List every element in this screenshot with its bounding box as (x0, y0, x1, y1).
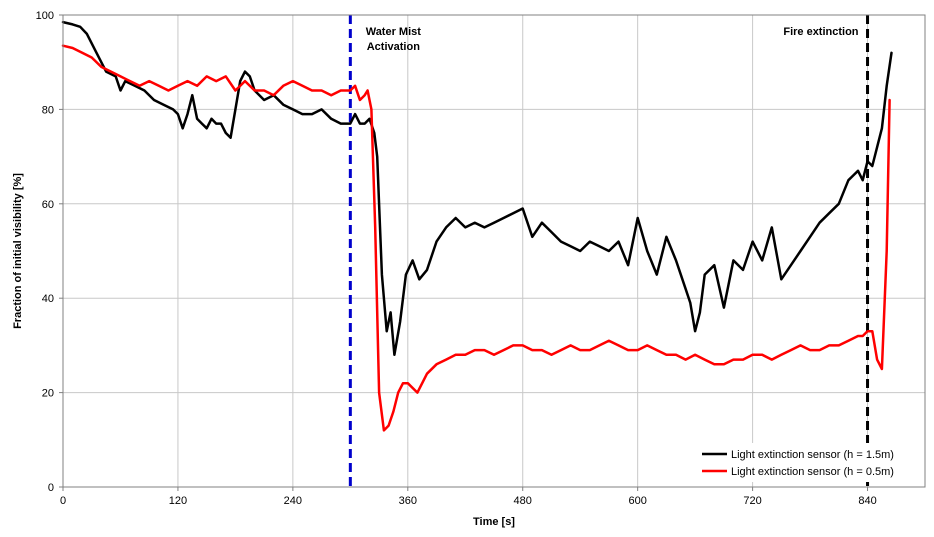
x-tick-label: 240 (284, 495, 302, 507)
x-tick-label: 120 (169, 495, 187, 507)
y-tick-label: 80 (42, 104, 54, 116)
series-line-2 (61, 44, 891, 432)
y-tick-labels: 0 20 40 60 80 100 (36, 10, 63, 494)
y-tick-label: 20 (42, 388, 54, 400)
legend-label-series-2: Light extinction sensor (h = 0.5m) (731, 466, 894, 478)
x-tick-label: 840 (858, 495, 876, 507)
x-axis-title: Time [s] (473, 516, 515, 528)
annotation-label-2-line-1: Fire extinction (783, 26, 858, 38)
x-tick-label: 0 (60, 495, 66, 507)
x-tick-label: 480 (514, 495, 532, 507)
x-tick-label: 720 (743, 495, 761, 507)
plot-area-frame (62, 14, 926, 488)
y-tick-label: 100 (36, 10, 54, 22)
annotation-lines (348, 15, 870, 487)
legend-box (696, 443, 922, 482)
y-tick-label: 0 (48, 482, 54, 494)
x-tick-labels: 0 120 240 360 480 600 720 840 (60, 487, 877, 507)
gridlines (63, 14, 925, 487)
x-tick-label: 360 (399, 495, 417, 507)
legend: Light extinction sensor (h = 1.5m) Light… (696, 443, 922, 482)
y-axis-title: Fraction of initial visibility [%] (12, 173, 24, 329)
y-tick-label: 40 (42, 293, 54, 305)
series-line-1 (61, 20, 893, 357)
legend-label-series-1: Light extinction sensor (h = 1.5m) (731, 449, 894, 461)
series-lines (61, 20, 893, 432)
x-tick-label: 600 (628, 495, 646, 507)
y-tick-label: 60 (42, 199, 54, 211)
annotation-label-1-line-2: Activation (367, 41, 420, 53)
annotation-labels: Water Mist Activation Fire extinction (366, 26, 859, 53)
annotation-label-1-line-1: Water Mist (366, 26, 422, 38)
